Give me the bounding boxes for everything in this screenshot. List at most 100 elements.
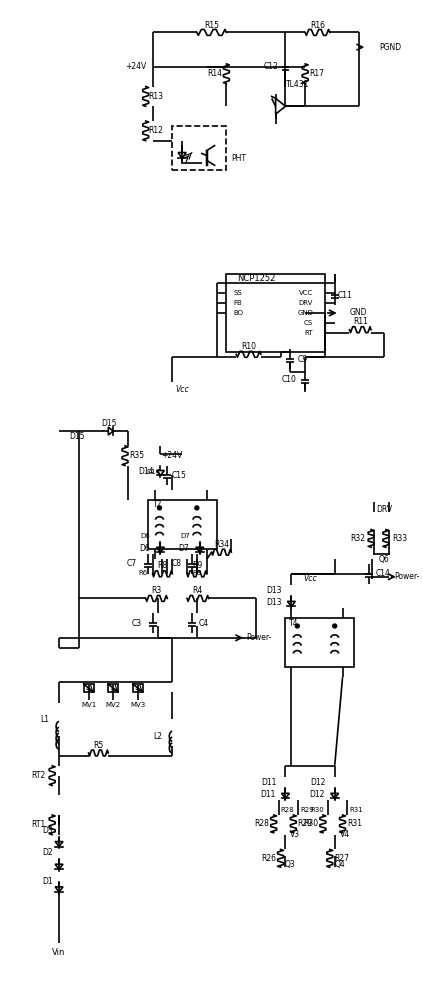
Text: D7: D7 bbox=[179, 544, 190, 553]
Text: D13: D13 bbox=[266, 586, 281, 595]
Text: SS: SS bbox=[233, 290, 242, 296]
Text: VCC: VCC bbox=[299, 290, 313, 296]
Text: R13: R13 bbox=[148, 92, 163, 101]
Text: R3: R3 bbox=[151, 586, 162, 595]
Text: T2: T2 bbox=[153, 500, 162, 509]
Bar bbox=[286, 618, 354, 667]
Text: MV3: MV3 bbox=[130, 702, 146, 708]
Text: C8: C8 bbox=[171, 559, 181, 568]
Text: +24V: +24V bbox=[162, 451, 183, 460]
Text: R26: R26 bbox=[261, 854, 276, 863]
Text: R31: R31 bbox=[349, 807, 363, 813]
Text: D11: D11 bbox=[260, 790, 275, 799]
Text: Power-: Power- bbox=[394, 572, 419, 581]
Text: R5: R5 bbox=[93, 741, 104, 750]
Text: GND: GND bbox=[297, 310, 313, 316]
Bar bbox=[133, 684, 143, 692]
Text: GND: GND bbox=[349, 308, 367, 317]
Text: D11: D11 bbox=[261, 778, 276, 787]
Text: D13: D13 bbox=[266, 598, 281, 607]
Text: RT1: RT1 bbox=[31, 820, 46, 829]
Text: D15: D15 bbox=[102, 419, 117, 428]
Text: R32: R32 bbox=[350, 534, 365, 543]
Text: L2: L2 bbox=[153, 732, 162, 741]
Text: C10: C10 bbox=[282, 375, 297, 384]
Text: C7: C7 bbox=[127, 559, 137, 568]
Text: Vcc: Vcc bbox=[303, 574, 317, 583]
Text: Q4: Q4 bbox=[334, 860, 345, 869]
Text: R4: R4 bbox=[193, 586, 203, 595]
Text: R6: R6 bbox=[138, 570, 147, 576]
Circle shape bbox=[333, 624, 337, 628]
Text: RT: RT bbox=[305, 330, 313, 336]
Text: CS: CS bbox=[304, 320, 313, 326]
Text: D12: D12 bbox=[309, 790, 325, 799]
Text: R28: R28 bbox=[280, 807, 294, 813]
Text: V3: V3 bbox=[290, 830, 300, 839]
Bar bbox=[84, 684, 93, 692]
Text: R9: R9 bbox=[192, 561, 202, 570]
Text: R30: R30 bbox=[303, 819, 319, 828]
Text: C3: C3 bbox=[132, 619, 142, 628]
Text: MV1: MV1 bbox=[81, 702, 96, 708]
Text: D2: D2 bbox=[42, 848, 52, 857]
Circle shape bbox=[195, 506, 199, 510]
Text: NCP1252: NCP1252 bbox=[237, 274, 275, 283]
Text: Vcc: Vcc bbox=[175, 385, 189, 394]
Text: +24V: +24V bbox=[125, 62, 146, 71]
Text: R30: R30 bbox=[310, 807, 324, 813]
Text: R33: R33 bbox=[392, 534, 407, 543]
Bar bbox=[172, 126, 226, 170]
Text: D6: D6 bbox=[139, 544, 150, 553]
Bar bbox=[108, 684, 118, 692]
Text: R8: R8 bbox=[157, 561, 168, 570]
Text: R11: R11 bbox=[353, 317, 368, 326]
Text: C12: C12 bbox=[264, 62, 278, 71]
Text: C4: C4 bbox=[199, 619, 209, 628]
Text: L1: L1 bbox=[40, 715, 49, 724]
Text: R29: R29 bbox=[298, 819, 313, 828]
Circle shape bbox=[295, 624, 299, 628]
Text: D7: D7 bbox=[180, 533, 190, 539]
Text: R16: R16 bbox=[310, 21, 325, 30]
Text: C14: C14 bbox=[376, 569, 390, 578]
Text: BO: BO bbox=[233, 310, 243, 316]
Text: R28: R28 bbox=[254, 819, 269, 828]
Text: D14: D14 bbox=[138, 467, 154, 476]
Text: R35: R35 bbox=[129, 451, 144, 460]
Text: D14: D14 bbox=[146, 469, 160, 475]
Text: DRV: DRV bbox=[376, 505, 392, 514]
Text: Power-: Power- bbox=[246, 633, 272, 642]
Text: R17: R17 bbox=[310, 69, 324, 78]
Text: R15: R15 bbox=[204, 21, 219, 30]
Bar bbox=[148, 500, 217, 549]
Text: FB: FB bbox=[233, 300, 242, 306]
Text: MV2: MV2 bbox=[106, 702, 121, 708]
Text: C11: C11 bbox=[337, 291, 352, 300]
Text: Vin: Vin bbox=[52, 948, 66, 957]
Text: R9: R9 bbox=[192, 570, 201, 576]
Text: D15: D15 bbox=[69, 432, 85, 441]
Bar bbox=[226, 274, 325, 352]
Text: C9: C9 bbox=[297, 355, 307, 364]
Text: R14: R14 bbox=[207, 69, 222, 78]
Text: PGND: PGND bbox=[379, 43, 401, 52]
Text: T4: T4 bbox=[289, 619, 299, 628]
Text: V4: V4 bbox=[340, 830, 349, 839]
Text: TL431: TL431 bbox=[286, 80, 309, 89]
Text: R31: R31 bbox=[347, 819, 362, 828]
Text: R29: R29 bbox=[300, 807, 314, 813]
Text: R34: R34 bbox=[214, 540, 229, 549]
Text: Q6: Q6 bbox=[379, 555, 389, 564]
Text: R12: R12 bbox=[148, 126, 163, 135]
Text: C15: C15 bbox=[172, 471, 187, 480]
Text: DRV: DRV bbox=[299, 300, 313, 306]
Text: PHT: PHT bbox=[231, 154, 246, 163]
Text: R27: R27 bbox=[334, 854, 349, 863]
Text: D1: D1 bbox=[42, 877, 52, 886]
Text: D12: D12 bbox=[310, 778, 326, 787]
Text: D3: D3 bbox=[42, 826, 52, 835]
Text: RT2: RT2 bbox=[31, 771, 46, 780]
Text: D6: D6 bbox=[141, 533, 151, 539]
Text: Q3: Q3 bbox=[285, 860, 296, 869]
